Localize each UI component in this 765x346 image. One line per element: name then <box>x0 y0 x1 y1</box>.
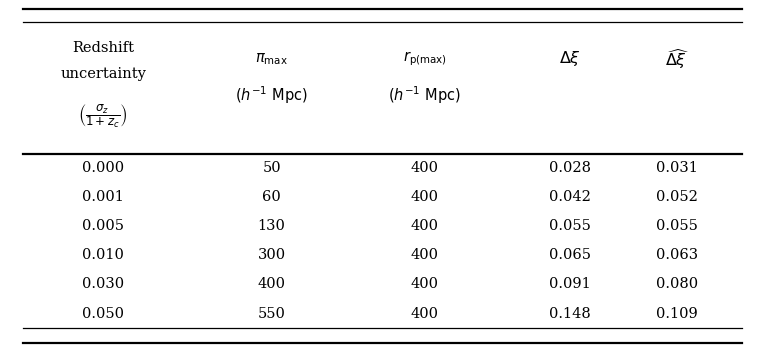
Text: 0.055: 0.055 <box>656 219 698 234</box>
Text: 50: 50 <box>262 162 281 175</box>
Text: 0.091: 0.091 <box>549 277 591 291</box>
Text: $(h^{-1}\ \mathrm{Mpc})$: $(h^{-1}\ \mathrm{Mpc})$ <box>388 84 461 106</box>
Text: 400: 400 <box>411 248 438 263</box>
Text: $\widehat{\Delta\xi}$: $\widehat{\Delta\xi}$ <box>665 47 689 71</box>
Text: 0.030: 0.030 <box>82 277 125 291</box>
Text: 0.065: 0.065 <box>549 248 591 263</box>
Text: 400: 400 <box>411 191 438 204</box>
Text: 0.000: 0.000 <box>82 162 125 175</box>
Text: 0.148: 0.148 <box>549 307 591 320</box>
Text: 60: 60 <box>262 191 281 204</box>
Text: $\pi_{\mathrm{max}}$: $\pi_{\mathrm{max}}$ <box>256 51 288 67</box>
Text: 400: 400 <box>411 307 438 320</box>
Text: 0.001: 0.001 <box>83 191 124 204</box>
Text: $(h^{-1}\ \mathrm{Mpc})$: $(h^{-1}\ \mathrm{Mpc})$ <box>235 84 308 106</box>
Text: 300: 300 <box>258 248 285 263</box>
Text: 0.005: 0.005 <box>83 219 124 234</box>
Text: 400: 400 <box>411 219 438 234</box>
Text: 400: 400 <box>258 277 285 291</box>
Text: 0.080: 0.080 <box>656 277 698 291</box>
Text: 0.063: 0.063 <box>656 248 698 263</box>
Text: 550: 550 <box>258 307 285 320</box>
Text: $r_{\mathrm{p(max)}}$: $r_{\mathrm{p(max)}}$ <box>402 49 447 68</box>
Text: uncertainty: uncertainty <box>60 67 146 81</box>
Text: $\Delta\xi$: $\Delta\xi$ <box>559 49 581 68</box>
Text: 0.010: 0.010 <box>83 248 124 263</box>
Text: 0.028: 0.028 <box>549 162 591 175</box>
Text: 0.109: 0.109 <box>656 307 698 320</box>
Text: 0.052: 0.052 <box>656 191 698 204</box>
Text: 0.042: 0.042 <box>549 191 591 204</box>
Text: 400: 400 <box>411 277 438 291</box>
Text: Redshift: Redshift <box>72 42 135 55</box>
Text: 400: 400 <box>411 162 438 175</box>
Text: 0.050: 0.050 <box>83 307 124 320</box>
Text: 0.031: 0.031 <box>656 162 698 175</box>
Text: 130: 130 <box>258 219 285 234</box>
Text: $\left(\dfrac{\sigma_z}{1+z_c}\right)$: $\left(\dfrac{\sigma_z}{1+z_c}\right)$ <box>79 102 128 130</box>
Text: 0.055: 0.055 <box>549 219 591 234</box>
